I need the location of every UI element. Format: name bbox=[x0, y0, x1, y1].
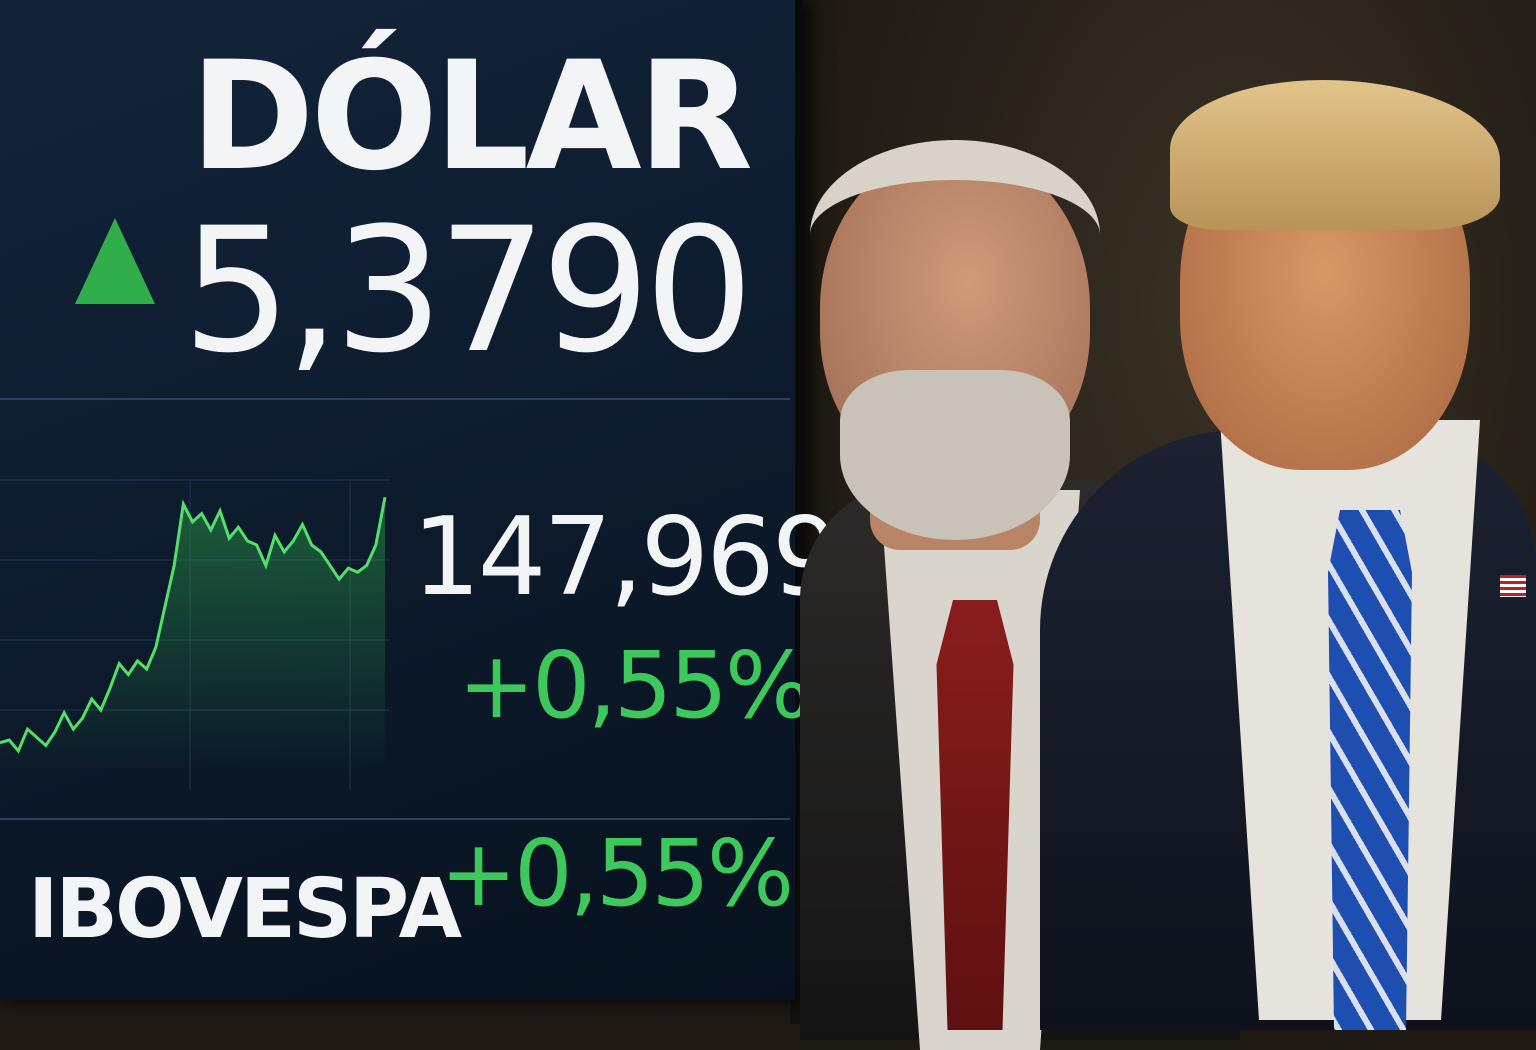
index-chart bbox=[0, 479, 390, 790]
divider bbox=[0, 818, 790, 820]
index-name-change: +0,55% bbox=[440, 820, 794, 927]
divider bbox=[0, 398, 790, 400]
blue-striped-tie bbox=[1328, 510, 1412, 1030]
man-right bbox=[1040, 70, 1536, 1030]
flag-pin bbox=[1500, 575, 1526, 597]
chart-area bbox=[0, 497, 385, 770]
beard bbox=[840, 370, 1070, 540]
index-value: 147,969 bbox=[412, 495, 841, 620]
chart-line bbox=[0, 496, 387, 754]
index-name: IBOVESPA bbox=[28, 862, 462, 957]
dollar-price: 5,3790 bbox=[182, 190, 754, 391]
hair bbox=[1170, 80, 1500, 230]
up-triangle-icon bbox=[75, 218, 155, 304]
index-change: +0,55% bbox=[458, 632, 812, 739]
currency-title: DÓLAR bbox=[190, 30, 753, 204]
red-tie bbox=[936, 600, 1014, 1030]
stock-ticker-screen: DÓLAR 5,3790 147,969 +0,55% IBOVESPA +0,… bbox=[0, 0, 841, 1000]
